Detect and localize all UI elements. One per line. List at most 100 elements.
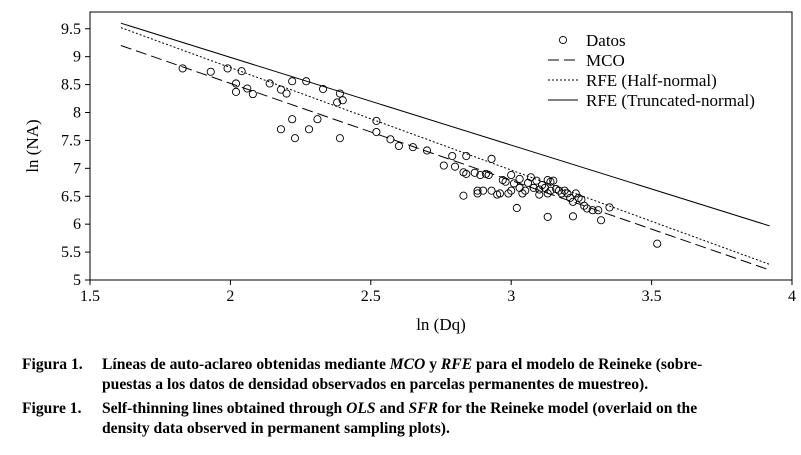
x-tick-label: 4: [788, 288, 796, 305]
data-point: [302, 77, 311, 86]
data-point: [450, 162, 460, 171]
data-point: [479, 186, 488, 195]
data-point: [605, 203, 614, 212]
data-point: [408, 143, 417, 152]
legend-label: RFE (Half-normal): [586, 71, 717, 90]
data-point: [288, 115, 297, 124]
plot-frame: [89, 11, 793, 281]
y-axis-title: ln (NA): [23, 119, 42, 172]
x-tick-label: 2: [226, 288, 234, 305]
series-line-dotted: [120, 27, 770, 265]
data-point: [521, 186, 530, 195]
data-point: [448, 151, 457, 161]
data-point: [248, 90, 257, 99]
axes: 1.5 2 2.5 3 3.5 4 5 5.5 6 6.5 7 7.5 8 8.5 9 9.5 ln (Dq) l…: [23, 11, 796, 334]
y-tick-label: 9: [73, 49, 81, 66]
data-point: [276, 85, 285, 94]
y-tick-label: 9.5: [61, 21, 81, 38]
data-point: [504, 189, 513, 198]
data-point: [462, 169, 471, 178]
data-point: [476, 170, 485, 180]
data-point: [568, 197, 578, 206]
data-point: [462, 151, 471, 161]
data-point: [386, 135, 395, 144]
series-line-solid: [120, 22, 770, 227]
data-point: [515, 174, 524, 183]
data-point: [288, 77, 297, 86]
data-point: [518, 189, 527, 198]
y-tick-label: 6: [73, 216, 81, 233]
data-point: [335, 134, 344, 143]
y-tick-label: 5: [73, 272, 81, 289]
x-tick-label: 3: [507, 288, 515, 305]
caption-text: Líneas de auto-aclareo obtenidas mediant…: [102, 356, 703, 393]
data-point: [282, 89, 291, 98]
y-tick-label: 6.5: [61, 188, 81, 205]
data-point: [372, 127, 381, 137]
data-point: [237, 67, 246, 76]
x-tick-label: 1.5: [80, 288, 100, 305]
chart: 1.5 2 2.5 3 3.5 4 5 5.5 6 6.5 7 7.5 8 8.5 9 9.5 ln (Dq) l…: [23, 11, 796, 334]
caption-label: Figure 1.: [22, 400, 82, 417]
data-point: [507, 186, 516, 195]
data-point: [223, 64, 232, 73]
y-tick-label: 7.5: [61, 132, 81, 149]
data-point: [178, 64, 187, 73]
data-point: [549, 176, 558, 185]
data-point: [265, 79, 274, 88]
data-point: [319, 85, 328, 94]
data-point: [597, 216, 606, 225]
data-point: [529, 183, 538, 192]
data-point: [372, 116, 381, 125]
data-point: [568, 212, 578, 221]
data-point: [290, 134, 300, 143]
data-point: [335, 89, 344, 98]
data-point: [206, 67, 215, 76]
caption-spanish: Figura 1. Líneas de auto-aclareo obtenid…: [22, 355, 797, 395]
data-point: [543, 212, 552, 221]
caption-english: Figure 1. Self-thinning lines obtained t…: [22, 399, 797, 439]
data-point: [594, 206, 603, 215]
y-tick-label: 5.5: [61, 244, 81, 261]
data-point: [580, 201, 589, 210]
data-point: [543, 189, 552, 198]
caption-label: Figura 1.: [22, 356, 83, 373]
series-line-dashed: [120, 45, 770, 271]
data-point: [515, 183, 524, 192]
data-point: [532, 176, 541, 185]
data-point: [557, 189, 566, 198]
data-point: [276, 125, 285, 134]
y-tick-label: 7: [73, 160, 81, 177]
legend-label: RFE (Truncated-normal): [586, 91, 755, 110]
x-tick-label: 2.5: [361, 288, 381, 305]
caption-text: Self-thinning lines obtained through OLS…: [102, 400, 698, 437]
data-point: [394, 141, 403, 151]
data-point: [231, 87, 241, 96]
y-tick-label: 8: [73, 105, 81, 122]
data-point: [313, 115, 322, 124]
data-point: [507, 170, 516, 180]
data-point: [487, 186, 496, 195]
legend-label: Datos: [586, 31, 626, 50]
x-tick-label: 3.5: [642, 288, 662, 305]
data-point: [512, 203, 521, 213]
legend-symbol-marker: [558, 35, 568, 45]
y-tick-label: 8.5: [61, 77, 81, 94]
data-point: [487, 154, 496, 163]
data-point: [304, 125, 314, 134]
data-point: [495, 189, 505, 198]
data-point: [571, 189, 580, 198]
data-point: [470, 168, 479, 177]
data-point: [473, 186, 482, 195]
data-point: [338, 96, 347, 105]
data-point: [459, 191, 468, 200]
data-point: [563, 189, 572, 198]
data-point: [484, 170, 493, 180]
data-point: [554, 186, 563, 195]
legend-label: MCO: [586, 51, 625, 70]
data-point: [535, 190, 544, 199]
x-axis-title: ln (Dq): [416, 315, 466, 334]
data-point: [653, 239, 662, 248]
data-point: [509, 179, 519, 188]
